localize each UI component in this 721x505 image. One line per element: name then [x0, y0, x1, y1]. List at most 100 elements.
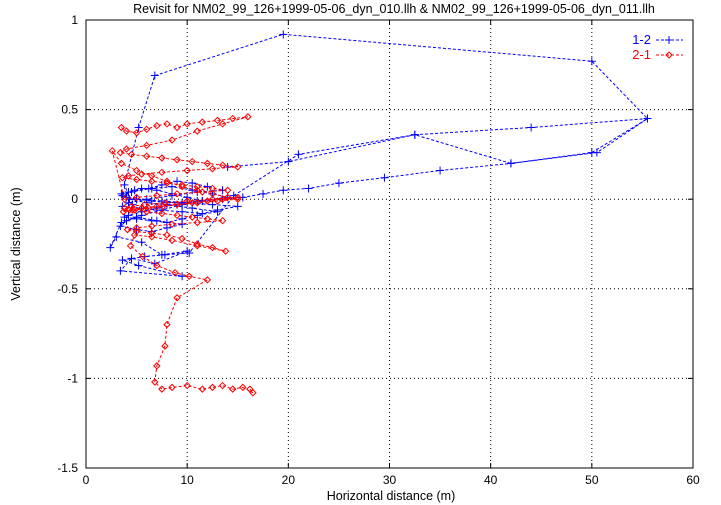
data-point: [138, 252, 147, 261]
data-point: [178, 272, 187, 281]
data-point: [124, 198, 133, 207]
data-point: [112, 232, 121, 241]
data-point: [218, 161, 227, 169]
data-point: [223, 193, 232, 202]
data-point: [410, 130, 419, 139]
data-point: [132, 193, 141, 202]
data-point: [126, 242, 135, 250]
data-point: [134, 123, 143, 132]
data-point: [118, 173, 127, 182]
data-point: [163, 120, 171, 128]
data-point: [208, 195, 217, 203]
data-point: [173, 177, 182, 186]
data-point: [185, 248, 194, 257]
data-point: [198, 385, 207, 393]
data-point: [142, 141, 151, 150]
data-point: [158, 385, 166, 393]
data-point: [246, 385, 254, 393]
data-point: [168, 136, 176, 144]
data-point: [128, 206, 137, 214]
data-point: [147, 184, 156, 193]
data-point: [188, 179, 197, 188]
data-point: [153, 362, 161, 370]
data-point: [148, 233, 156, 241]
data-point: [120, 180, 129, 189]
data-point: [108, 147, 117, 155]
data-point: [294, 150, 303, 159]
data-point: [116, 148, 125, 157]
axis-ticks: 0 10 20 30 40 50 60 1 0.5 0 -0.5 -1 -1.5: [57, 13, 700, 487]
data-point: [436, 166, 445, 175]
data-point: [132, 129, 141, 137]
y-tick-label: -1: [67, 371, 78, 385]
legend-label: 2-1: [632, 47, 651, 62]
data-point: [127, 254, 136, 263]
data-point: [118, 256, 127, 265]
data-point: [132, 225, 141, 234]
data-point: [117, 159, 126, 168]
data-point: [218, 216, 227, 225]
data-point: [153, 261, 161, 270]
data-point: [173, 190, 181, 198]
data-point: [188, 199, 196, 207]
data-point: [228, 385, 237, 393]
data-point: [122, 145, 131, 153]
data-point: [183, 197, 191, 205]
data-point: [120, 213, 129, 222]
y-axis-label: Vertical distance (m): [9, 187, 23, 300]
data-point: [185, 272, 193, 280]
data-point: [203, 159, 212, 168]
data-point: [127, 150, 136, 159]
data-point: [122, 127, 131, 135]
data-point: [203, 215, 212, 223]
data-point: [193, 240, 201, 248]
data-point: [334, 179, 343, 188]
data-point: [218, 120, 227, 128]
data-point: [171, 268, 179, 277]
x-tick-label: 30: [383, 473, 397, 487]
data-point: [168, 220, 176, 228]
data-point: [162, 223, 171, 232]
data-point: [208, 165, 217, 173]
x-tick-label: 10: [180, 473, 194, 487]
data-point: [158, 154, 166, 162]
series-line: [109, 33, 649, 277]
series-layer: [106, 30, 652, 397]
data-point: [665, 36, 673, 44]
data-point: [163, 320, 171, 329]
x-axis-label: Horizontal distance (m): [327, 489, 456, 503]
data-point: [218, 195, 227, 203]
data-point: [132, 175, 141, 184]
data-point: [203, 276, 212, 284]
data-point: [137, 211, 146, 220]
data-point: [117, 123, 126, 132]
data-point: [178, 234, 186, 243]
data-point: [188, 213, 196, 221]
data-point: [193, 186, 201, 194]
legend: 1-22-1: [632, 32, 683, 62]
y-tick-label: -1.5: [57, 461, 78, 475]
data-point: [153, 191, 161, 200]
data-point: [106, 243, 115, 252]
data-point: [168, 383, 176, 392]
data-point: [665, 51, 673, 59]
data-point: [152, 216, 161, 225]
data-point: [234, 163, 242, 171]
data-point: [239, 383, 247, 392]
data-point: [120, 204, 129, 212]
x-tick-label: 40: [484, 473, 498, 487]
data-point: [193, 211, 202, 220]
y-tick-label: 0.5: [61, 103, 78, 117]
data-point: [158, 168, 166, 177]
data-point: [150, 71, 159, 80]
data-point: [198, 188, 207, 196]
grid: [86, 20, 693, 468]
data-point: [173, 123, 181, 132]
data-point: [140, 252, 149, 261]
x-tick-label: 50: [585, 473, 599, 487]
data-point: [213, 207, 222, 216]
data-point: [148, 229, 156, 237]
data-point: [193, 127, 201, 135]
data-point: [233, 202, 242, 211]
